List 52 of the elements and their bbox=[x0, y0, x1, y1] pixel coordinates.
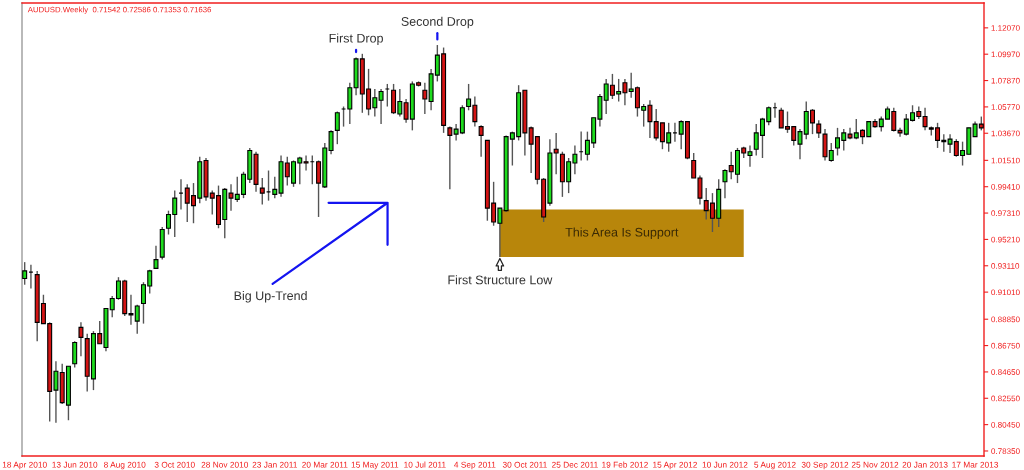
x-tick-label: 23 Jan 2011 bbox=[252, 461, 298, 468]
y-tick-label: 1.03670 bbox=[991, 130, 1020, 137]
candlestick bbox=[259, 177, 265, 206]
x-tick-label: 10 Jul 2011 bbox=[404, 461, 446, 468]
x-tick-label: 17 Mar 2013 bbox=[952, 461, 999, 468]
candlestick bbox=[553, 132, 559, 175]
x-tick-label: 25 Dec 2011 bbox=[552, 461, 598, 468]
x-tick-label: 3 Oct 2010 bbox=[154, 461, 195, 468]
y-tick-label: 0.97310 bbox=[991, 210, 1020, 217]
x-tick-label: 4 Sep 2011 bbox=[454, 461, 496, 470]
x-tick-label: 30 Sep 2012 bbox=[801, 461, 849, 470]
annotation: Big Up-Trend bbox=[234, 290, 307, 303]
y-tick-label: 0.78350 bbox=[991, 448, 1020, 454]
y-tick-label: 1.01510 bbox=[991, 157, 1020, 164]
annotation: This Area Is Support bbox=[565, 227, 679, 240]
y-tick-label: 0.88850 bbox=[991, 316, 1020, 323]
candlestick bbox=[72, 340, 78, 369]
x-tick-label: 15 May 2011 bbox=[351, 461, 399, 470]
x-tick-label: 13 Jun 2010 bbox=[52, 461, 98, 468]
candlestick bbox=[334, 110, 340, 145]
y-tick-label: 0.86750 bbox=[991, 342, 1020, 349]
x-tick-label: 20 Mar 2011 bbox=[302, 461, 348, 468]
y-tick-label: 0.95210 bbox=[991, 236, 1020, 243]
annotation: Second Drop bbox=[401, 16, 474, 29]
y-tick-label: 0.84650 bbox=[991, 369, 1020, 375]
x-tick-label: 20 Jan 2013 bbox=[902, 461, 948, 468]
y-tick-label: 0.93110 bbox=[991, 263, 1020, 269]
candlestick bbox=[153, 245, 159, 270]
x-tick-label: 8 Aug 2010 bbox=[104, 461, 146, 470]
candlestick bbox=[78, 321, 84, 357]
x-tick-label: 28 Nov 2010 bbox=[201, 461, 249, 468]
y-tick-label: 1.09970 bbox=[991, 51, 1020, 58]
x-tick-label: 30 Oct 2011 bbox=[502, 461, 547, 468]
y-tick-label: 0.80450 bbox=[991, 421, 1020, 428]
y-tick-label: 1.12070 bbox=[991, 25, 1020, 31]
x-tick-label: 19 Feb 2012 bbox=[602, 461, 648, 468]
y-tick-label: 1.05770 bbox=[991, 104, 1020, 110]
candlestick bbox=[22, 261, 28, 286]
x-tick-label: 15 Apr 2012 bbox=[653, 461, 697, 470]
candlestick bbox=[447, 125, 453, 191]
x-tick-label: 10 Jun 2012 bbox=[702, 461, 748, 468]
annotation: First Drop bbox=[329, 33, 383, 46]
candlestick bbox=[422, 81, 428, 115]
y-tick-label: 1.07870 bbox=[991, 77, 1020, 84]
y-tick-label: 0.99410 bbox=[991, 184, 1020, 190]
x-tick-label: 18 Apr 2010 bbox=[2, 461, 47, 470]
y-tick-label: 0.91010 bbox=[991, 289, 1020, 296]
x-tick-label: 25 Nov 2012 bbox=[851, 461, 899, 468]
x-tick-label: 5 Aug 2012 bbox=[754, 461, 796, 470]
candlestick bbox=[478, 124, 484, 158]
annotation: First Structure Low bbox=[448, 275, 553, 285]
y-tick-label: 0.82550 bbox=[991, 395, 1020, 402]
